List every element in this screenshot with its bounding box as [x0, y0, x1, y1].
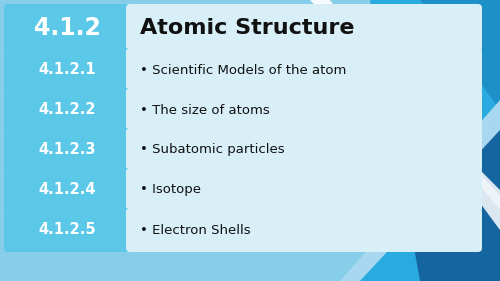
Text: • Isotope: • Isotope: [140, 183, 201, 196]
FancyBboxPatch shape: [126, 128, 482, 172]
Polygon shape: [340, 100, 500, 281]
Text: • The size of atoms: • The size of atoms: [140, 103, 270, 117]
Polygon shape: [290, 0, 500, 230]
Text: • Scientific Models of the atom: • Scientific Models of the atom: [140, 64, 346, 76]
Text: Atomic Structure: Atomic Structure: [140, 18, 354, 38]
Text: 4.1.2.4: 4.1.2.4: [38, 182, 96, 198]
FancyBboxPatch shape: [4, 168, 130, 212]
FancyBboxPatch shape: [4, 208, 130, 252]
FancyBboxPatch shape: [4, 88, 130, 132]
Text: 4.1.2.3: 4.1.2.3: [38, 142, 96, 157]
FancyBboxPatch shape: [4, 4, 130, 52]
Text: • Subatomic particles: • Subatomic particles: [140, 144, 284, 157]
Polygon shape: [360, 100, 500, 281]
Polygon shape: [360, 0, 500, 281]
FancyBboxPatch shape: [126, 168, 482, 212]
FancyBboxPatch shape: [126, 208, 482, 252]
FancyBboxPatch shape: [126, 48, 482, 92]
Polygon shape: [420, 0, 500, 110]
Text: 4.1.2.5: 4.1.2.5: [38, 223, 96, 237]
FancyBboxPatch shape: [4, 128, 130, 172]
Polygon shape: [310, 0, 500, 210]
FancyBboxPatch shape: [126, 88, 482, 132]
FancyBboxPatch shape: [126, 4, 482, 52]
Text: 4.1.2: 4.1.2: [34, 16, 100, 40]
FancyBboxPatch shape: [4, 48, 130, 92]
Text: • Electron Shells: • Electron Shells: [140, 223, 250, 237]
Text: 4.1.2.2: 4.1.2.2: [38, 103, 96, 117]
Text: 4.1.2.1: 4.1.2.1: [38, 62, 96, 78]
